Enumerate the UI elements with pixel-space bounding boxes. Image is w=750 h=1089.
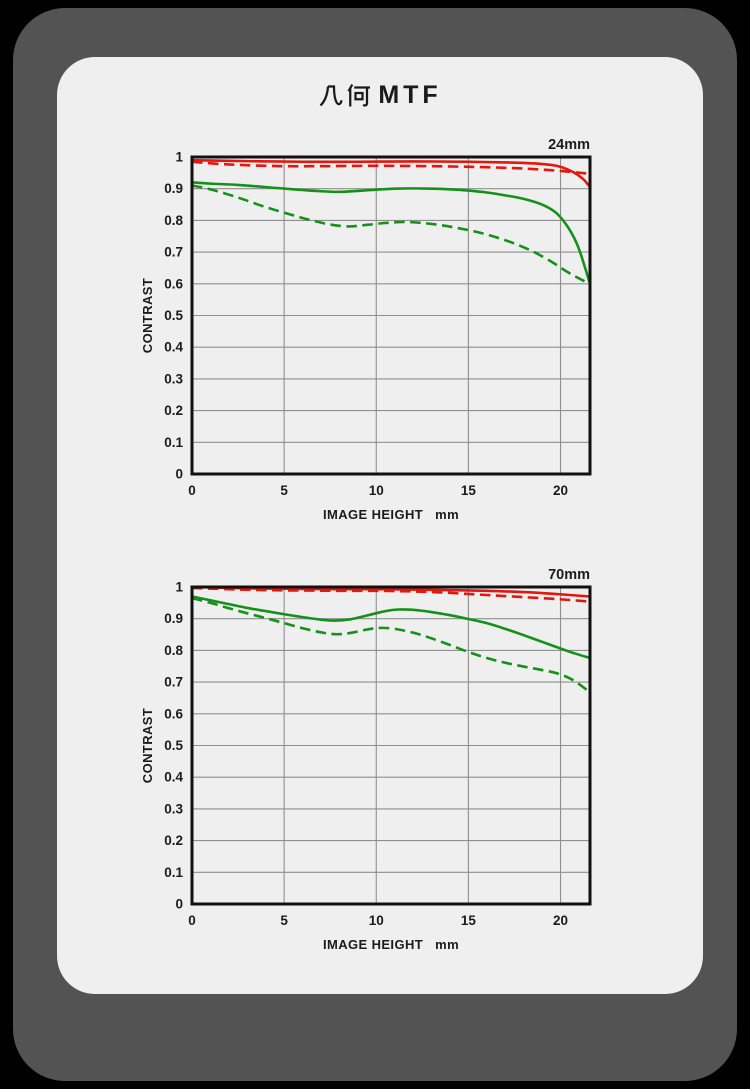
x-tick-label: 10 <box>369 483 384 498</box>
x-tick-label: 0 <box>188 483 196 498</box>
y-tick-label: 0.6 <box>164 706 183 721</box>
y-axis-label: CONTRAST <box>140 708 155 783</box>
cjk-glyph-ji <box>319 85 343 107</box>
page-title: 几何MTF MTF <box>57 83 703 108</box>
series-green-solid <box>191 595 591 660</box>
y-tick-label: 1 <box>175 580 183 595</box>
x-axis-label: IMAGE HEIGHT mm <box>323 507 459 522</box>
series-green-dashed <box>191 596 591 694</box>
y-tick-label: 0.7 <box>164 675 183 690</box>
x-tick-label: 15 <box>461 483 477 498</box>
y-tick-label: 0.5 <box>164 308 183 323</box>
y-tick-label: 0.1 <box>164 435 183 450</box>
y-tick-label: 0.1 <box>164 865 183 880</box>
rounded-frame: 几何MTF MTF 24mm 1 0.9 0.8 0.7 0.6 0.5 0.4 0.3 0.2 0… <box>13 8 737 1081</box>
x-axis-label: IMAGE HEIGHT mm <box>323 937 459 952</box>
y-tick-label: 0 <box>175 897 183 912</box>
series-red-solid <box>191 585 591 598</box>
y-tick-label: 0.3 <box>164 801 183 816</box>
y-axis-label: CONTRAST <box>140 278 155 353</box>
y-tick-label: 0 <box>175 467 183 482</box>
x-tick-label: 15 <box>461 913 477 928</box>
focal-length-label: 70mm <box>548 567 590 583</box>
series-green-dashed <box>191 184 591 285</box>
mtf-chart-70mm: 70mm 1 0.9 0.8 0.7 0.6 0.5 0.4 0.3 0.2 0.1 00 5 10 15 2… <box>140 567 592 952</box>
y-tick-label: 0.5 <box>164 738 183 753</box>
series-red-dashed <box>191 160 591 176</box>
y-tick-label: 0.2 <box>164 833 183 848</box>
plot-border <box>190 585 592 906</box>
y-tick-label: 0.7 <box>164 245 183 260</box>
cjk-glyph-he <box>347 83 371 107</box>
y-tick-label: 0.4 <box>164 770 183 785</box>
y-tick-label: 0.6 <box>164 276 183 291</box>
plot-border <box>190 155 592 476</box>
chart-card: 几何MTF MTF 24mm 1 0.9 0.8 0.7 0.6 0.5 0.4 0.3 0.2 0… <box>57 57 703 994</box>
y-tick-label: 0.9 <box>164 181 183 196</box>
y-tick-label: 0.8 <box>164 213 183 228</box>
x-tick-label: 5 <box>280 913 288 928</box>
y-tick-label: 0.2 <box>164 403 183 418</box>
x-tick-label: 0 <box>188 913 196 928</box>
x-tick-label: 20 <box>553 913 568 928</box>
y-tick-label: 1 <box>175 150 183 165</box>
y-tick-label: 0.3 <box>164 371 183 386</box>
page-title-latin: MTF <box>378 81 442 109</box>
x-tick-label: 5 <box>280 483 288 498</box>
mtf-chart-24mm: 24mm 1 0.9 0.8 0.7 0.6 0.5 0.4 0.3 0.2 0.1 00 5 10 15 2… <box>140 137 592 522</box>
y-tick-label: 0.8 <box>164 643 183 658</box>
x-tick-label: 10 <box>369 913 384 928</box>
y-tick-label: 0.9 <box>164 611 183 626</box>
series-red-dashed <box>191 586 591 603</box>
focal-length-label: 24mm <box>548 137 590 153</box>
series-green-solid <box>191 181 592 285</box>
series-red-solid <box>191 158 592 188</box>
y-tick-label: 0.4 <box>164 340 183 355</box>
x-tick-label: 20 <box>553 483 568 498</box>
